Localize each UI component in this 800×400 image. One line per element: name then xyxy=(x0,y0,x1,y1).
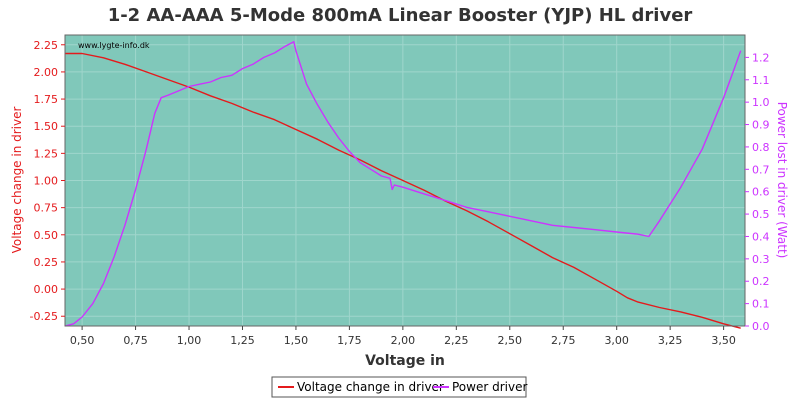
legend-label-voltage: Voltage change in driver xyxy=(297,380,444,394)
right-tick-label: 0.5 xyxy=(752,208,770,221)
x-tick-label: 2,25 xyxy=(444,334,469,347)
right-tick-label: 0.0 xyxy=(752,320,770,333)
left-tick-label: 1.00 xyxy=(34,175,59,188)
x-tick-label: 0,50 xyxy=(70,334,95,347)
right-tick-label: 0.2 xyxy=(752,275,770,288)
left-axis-title: Voltage change in driver xyxy=(10,107,24,254)
x-tick-label: 1,50 xyxy=(284,334,309,347)
right-tick-label: 0.3 xyxy=(752,253,770,266)
legend: Voltage change in driver Power driver xyxy=(271,376,527,398)
legend-label-power: Power driver xyxy=(452,380,527,394)
x-tick-label: 2,00 xyxy=(391,334,416,347)
left-tick-label: 1.25 xyxy=(34,147,59,160)
left-tick-label: 0.25 xyxy=(34,256,59,269)
right-tick-label: 0.9 xyxy=(752,119,770,132)
x-tick-label: 1,00 xyxy=(177,334,202,347)
series-power-driver-line xyxy=(64,41,742,327)
left-tick-label: 2.25 xyxy=(34,39,59,52)
right-tick-label: 0.6 xyxy=(752,186,770,199)
right-axis-title: Power lost in driver (Watt) xyxy=(775,102,789,259)
x-tick-label: 0,75 xyxy=(123,334,148,347)
right-tick-label: 0.1 xyxy=(752,298,770,311)
watermark: www.lygte-info.dk xyxy=(78,41,150,50)
left-tick-label: 0.00 xyxy=(34,283,59,296)
left-tick-label: -0.25 xyxy=(30,310,58,323)
x-axis-ticks: 0,50 0,75 1,00 1,25 1,50 1,75 2,00 2,25 2,50 2,75… xyxy=(70,326,736,347)
x-tick-label: 3,25 xyxy=(658,334,683,347)
chart-title: 1-2 AA-AAA 5-Mode 800mA Linear Booster (… xyxy=(108,5,693,26)
left-tick-label: 1.50 xyxy=(34,120,59,133)
x-tick-label: 3,50 xyxy=(711,334,736,347)
right-tick-label: 0.8 xyxy=(752,141,770,154)
right-tick-label: 0.4 xyxy=(752,230,770,243)
series-voltage-change-line xyxy=(65,52,741,329)
x-tick-label: 1,25 xyxy=(230,334,255,347)
left-tick-label: 0.50 xyxy=(34,229,59,242)
left-tick-label: 2.00 xyxy=(34,66,59,79)
grid xyxy=(65,35,745,326)
x-axis-title: Voltage in xyxy=(365,353,445,369)
right-tick-label: 1.1 xyxy=(752,74,770,87)
right-tick-label: 1.0 xyxy=(752,96,770,109)
left-axis-ticks: -0.25 0.00 0.25 0.50 0.75 1.00 1.25 1.50 1.75 2.0… xyxy=(30,39,65,323)
legend-box xyxy=(271,376,527,398)
right-axis-ticks: 0.0 0.1 0.2 0.3 0.4 0.5 0.6 0.7 0.8 0.9 1.0 1.1 1.2 xyxy=(745,51,770,333)
x-tick-label: 2,50 xyxy=(498,334,523,347)
left-tick-label: 0.75 xyxy=(34,202,59,215)
x-tick-label: 1,75 xyxy=(337,334,362,347)
x-tick-label: 2,75 xyxy=(551,334,576,347)
right-tick-label: 1.2 xyxy=(752,51,770,64)
right-tick-label: 0.7 xyxy=(752,163,770,176)
x-tick-label: 3,00 xyxy=(604,334,629,347)
left-tick-label: 1.75 xyxy=(34,93,59,106)
series-layer xyxy=(64,41,742,329)
